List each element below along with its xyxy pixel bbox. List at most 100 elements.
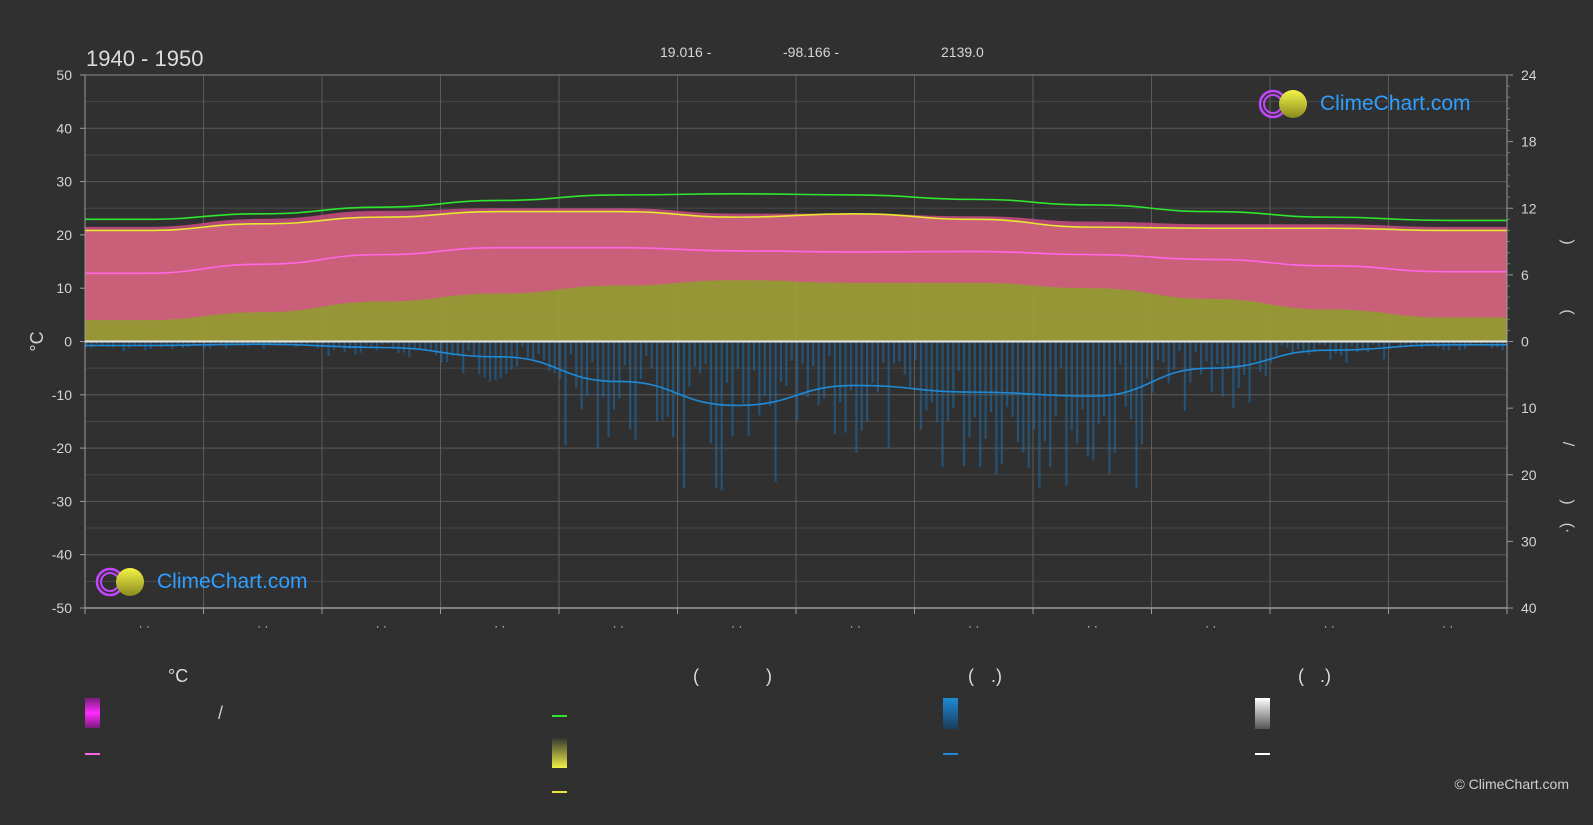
precip-bar [941,341,944,467]
precip-bar [1361,341,1364,349]
precip-bar [1270,341,1273,363]
copyright: © ClimeChart.com [1454,776,1569,792]
x-tick-label: · · [731,619,742,633]
precip-bar [618,341,621,399]
precip-bar [855,341,858,453]
precip-bar [1167,341,1170,384]
precip-bar [413,341,416,348]
legend-sunshine-swatch [552,791,567,793]
legend-slash: / [218,703,224,723]
precip-bar [85,341,88,348]
precip-bar [655,341,659,422]
precip-bar [284,341,287,345]
y-right-bottom-tick-label: 30 [1521,533,1537,549]
legend-snow-mean-swatch [1255,753,1270,755]
precip-bar [1253,341,1257,361]
legend-sun-header-close: ) [766,666,772,686]
precip-bar [914,341,917,361]
precip-bar [451,341,454,356]
period-title: 1940 - 1950 [86,46,204,71]
precip-bar [1415,341,1418,345]
precip-bar [607,341,610,438]
precip-bar [806,341,809,398]
precip-bar [639,341,642,379]
legend-sunshine-fill-swatch [552,737,567,768]
precip-bar [1119,341,1122,365]
precip-bar [1113,341,1116,453]
y-right-axis-glyph: / [1559,442,1576,447]
y-left-tick-label: 10 [56,280,72,296]
precip-bar [666,341,669,417]
precip-bar [1000,341,1003,465]
precip-bar [973,341,976,418]
precip-bar [1022,341,1025,453]
precip-bar [165,341,168,345]
precip-bar [1323,341,1327,346]
precip-bar [1146,341,1149,379]
precip-bar [1372,341,1375,345]
y-left-tick-label: -30 [52,493,72,509]
precip-bar [133,341,136,347]
precip-bar [392,341,395,350]
precip-bar [774,341,777,483]
precip-bar [1076,341,1079,444]
precip-bar [435,341,438,356]
precip-bar [381,341,384,345]
precip-bar [634,341,637,440]
precipitation-bars [85,341,1504,491]
precip-bar [1237,341,1240,388]
precip-bar [1162,341,1165,363]
y-right-top-tick-label: 0 [1521,334,1529,350]
precip-bar [1226,341,1230,370]
precip-bar [650,341,653,369]
x-tick-label: · · [968,619,979,633]
logo-top-right[interactable]: ClimeChart.com [1258,88,1471,120]
precip-bar [876,341,879,393]
precip-bar [1194,341,1197,352]
precip-bar [1054,341,1057,416]
precip-bar [866,341,869,423]
precip-bar [779,341,783,382]
precip-bar [575,341,578,389]
daylight-line [85,193,1507,222]
precip-bar [925,341,928,411]
precip-bar [494,341,497,381]
legend-temp-range-swatch [85,698,100,728]
y-left-tick-label: 40 [56,120,72,136]
precip-bar [957,341,960,372]
precip-bar [559,341,562,380]
precip-bar [338,341,341,347]
logo-bottom-left[interactable]: ClimeChart.com [95,566,308,598]
precip-bar [1092,341,1095,461]
precip-bar [1183,341,1187,411]
precip-bar [962,341,966,466]
latitude-label: 19.016 - [660,44,712,60]
y-left-tick-label: 50 [56,67,72,83]
precip-bar [1016,341,1020,443]
precip-bar [1383,341,1386,360]
precip-bar [1065,341,1068,486]
precip-bar [612,341,616,410]
precip-bar [106,341,109,347]
legend-sun-header-open: ( [693,666,699,686]
precip-bar [510,341,513,370]
precip-bar [979,341,982,467]
precip-bar [629,341,632,430]
precip-bar [731,341,734,437]
precip-bar [365,341,368,346]
precip-bar [709,341,713,444]
precip-bar [682,341,686,489]
precip-bar [763,341,766,397]
precip-bar [1038,341,1041,488]
precip-bar [903,341,906,375]
precip-bar [251,341,255,345]
legend-snow-header-open: ( [1298,666,1304,686]
precip-bar [822,341,826,399]
precip-bar [1156,341,1160,361]
series-lines [84,193,1508,407]
y-left-tick-label: 30 [56,174,72,190]
precip-bar [623,341,626,366]
precip-bar [1485,341,1488,344]
legend-rain-swatch [943,698,958,729]
